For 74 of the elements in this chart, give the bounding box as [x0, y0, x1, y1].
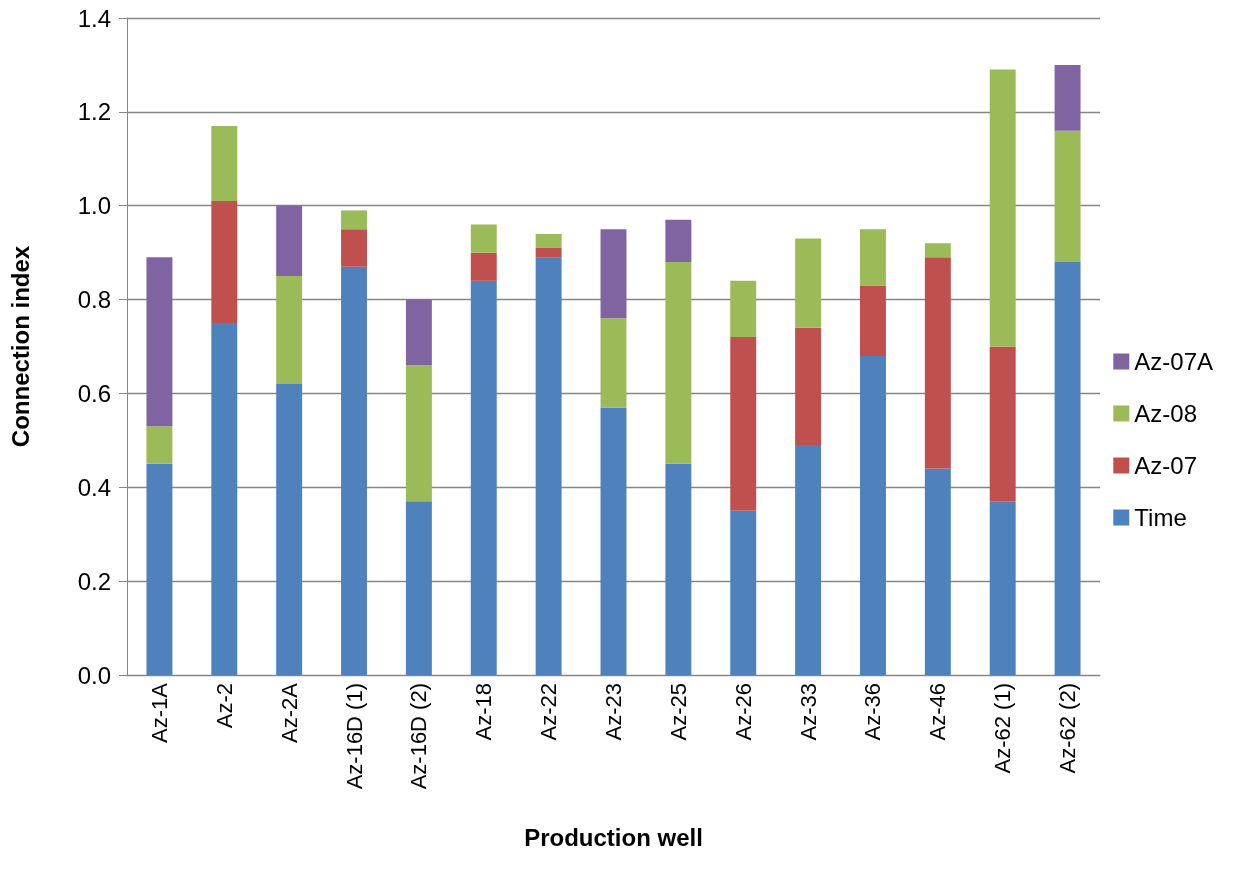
x-tick-label: Az-1A	[146, 682, 172, 743]
y-tick-label: 1.4	[77, 4, 111, 32]
bar	[1054, 262, 1081, 675]
y-tick-label: 1.2	[77, 98, 111, 126]
bar	[859, 355, 886, 675]
bar	[730, 510, 757, 675]
bar	[470, 252, 497, 281]
x-tick-label: Az-62 (1)	[990, 683, 1016, 774]
bar	[405, 365, 432, 502]
y-tick-label: 0.2	[77, 567, 111, 595]
legend-label: Az-07	[1134, 452, 1197, 479]
bar	[989, 69, 1016, 347]
bar	[730, 337, 757, 511]
y-tick-label: 1.0	[77, 192, 111, 220]
bar	[405, 299, 432, 366]
y-tick-label: 0.0	[77, 661, 111, 689]
bar	[211, 323, 238, 675]
bar	[535, 247, 562, 258]
bar	[989, 501, 1016, 675]
bar	[665, 463, 692, 675]
bar	[470, 280, 497, 675]
x-tick-label: Az-2A	[276, 682, 302, 743]
x-tick-label: Az-16D (2)	[406, 683, 432, 790]
bar	[211, 125, 238, 202]
bar	[795, 327, 822, 446]
x-tick-label: Az-16D (1)	[341, 683, 367, 790]
bar	[730, 280, 757, 338]
bar	[924, 257, 951, 469]
bar	[924, 468, 951, 675]
bar	[665, 262, 692, 464]
x-tick-label: Az-23	[601, 683, 626, 741]
x-tick-label: Az-26	[730, 683, 756, 741]
bar	[276, 205, 303, 277]
bar	[341, 266, 368, 675]
bar	[146, 463, 173, 675]
x-tick-label: Az-25	[665, 683, 691, 741]
bar	[924, 243, 951, 258]
bar	[146, 257, 173, 427]
x-tick-label: Az-36	[860, 683, 886, 741]
bar	[341, 229, 368, 267]
bar	[341, 210, 368, 230]
bar	[1054, 64, 1081, 131]
y-axis-title: Connection index	[6, 245, 34, 448]
x-tick-label: Az-33	[795, 683, 821, 741]
x-tick-label: Az-18	[471, 683, 497, 741]
bar	[535, 233, 562, 248]
y-tick-label: 0.6	[77, 379, 111, 407]
bar	[1054, 130, 1081, 263]
bar	[859, 285, 886, 356]
bar	[665, 219, 692, 263]
bar	[600, 318, 627, 408]
x-tick-label: Az-62 (2)	[1055, 683, 1081, 774]
bar	[470, 224, 497, 253]
bar	[600, 229, 627, 319]
bar	[211, 201, 238, 324]
bar	[535, 257, 562, 675]
y-tick-label: 0.4	[77, 473, 111, 501]
bar	[859, 229, 886, 286]
legend-label: Az-07A	[1134, 348, 1213, 375]
bar	[146, 426, 173, 464]
x-tick-label: Az-2	[211, 683, 237, 729]
bar	[405, 501, 432, 675]
x-tick-label: Az-22	[536, 683, 562, 741]
bar	[600, 407, 627, 675]
bar	[795, 445, 822, 675]
legend-label: Az-08	[1134, 400, 1197, 427]
x-axis-title: Production well	[524, 823, 703, 851]
bar	[989, 346, 1016, 502]
legend-label: Time	[1134, 504, 1187, 531]
x-tick-label: Az-46	[925, 683, 951, 741]
y-tick-label: 0.8	[77, 286, 111, 314]
bar	[795, 238, 822, 328]
bar	[276, 276, 303, 385]
bar	[276, 384, 303, 675]
